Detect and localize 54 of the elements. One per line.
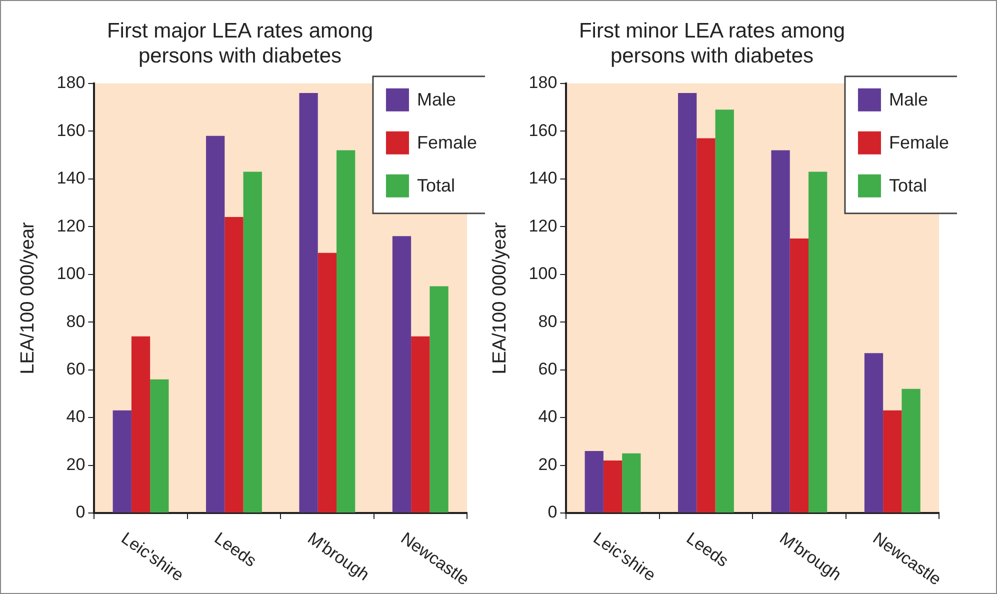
bar [112,410,132,512]
bar [696,138,716,512]
bar [603,460,622,512]
y-tick-label: 100 [528,264,558,284]
y-tick-label: 20 [538,454,558,474]
bar [392,236,412,512]
y-tick-label: 140 [56,168,86,188]
bar [150,379,169,512]
bar [131,336,150,512]
y-tick-label: 160 [56,120,86,140]
y-axis-title: LEA/100 000/year [18,221,39,374]
y-tick-label: 180 [528,73,558,92]
y-tick-label: 140 [528,168,558,188]
y-tick-label: 120 [528,216,558,236]
y-tick-label: 0 [76,502,86,522]
chart-title: First minor LEA rates among persons with diabetes [578,19,846,68]
legend-label: Total [888,175,928,196]
bar [411,336,430,512]
bar [790,238,809,512]
bar [883,410,902,512]
y-tick-label: 60 [66,359,86,378]
bar [299,92,318,512]
legend-label: Male [888,89,928,110]
y-tick-label: 80 [538,312,558,331]
y-tick-label: 40 [66,407,86,426]
legend-label: Male [416,89,456,110]
bar [318,252,337,512]
bar [771,150,790,512]
bar [224,217,244,512]
y-tick-label: 0 [548,502,558,522]
bar [336,150,356,512]
chart-title: First major LEA rates among persons with diabetes [106,19,374,68]
bar [808,172,828,512]
bar [715,110,734,512]
y-tick-label: 180 [56,73,86,92]
bar [864,353,884,512]
y-axis-title: LEA/100 000/year [490,221,511,374]
legend-label: Female [888,132,950,152]
legend-label: Total [416,175,456,196]
y-tick-label: 120 [56,216,86,236]
bar [430,286,448,512]
bar [678,92,697,512]
y-tick-label: 60 [538,359,558,378]
bar [622,453,641,512]
bar [206,136,225,512]
y-tick-label: 80 [66,312,86,331]
y-tick-label: 40 [538,407,558,426]
y-tick-label: 20 [66,454,86,474]
bar [902,388,920,512]
legend-label: Female [416,132,478,152]
bar [584,450,604,512]
y-tick-label: 100 [56,264,86,284]
bar [243,172,262,512]
y-tick-label: 160 [528,120,558,140]
